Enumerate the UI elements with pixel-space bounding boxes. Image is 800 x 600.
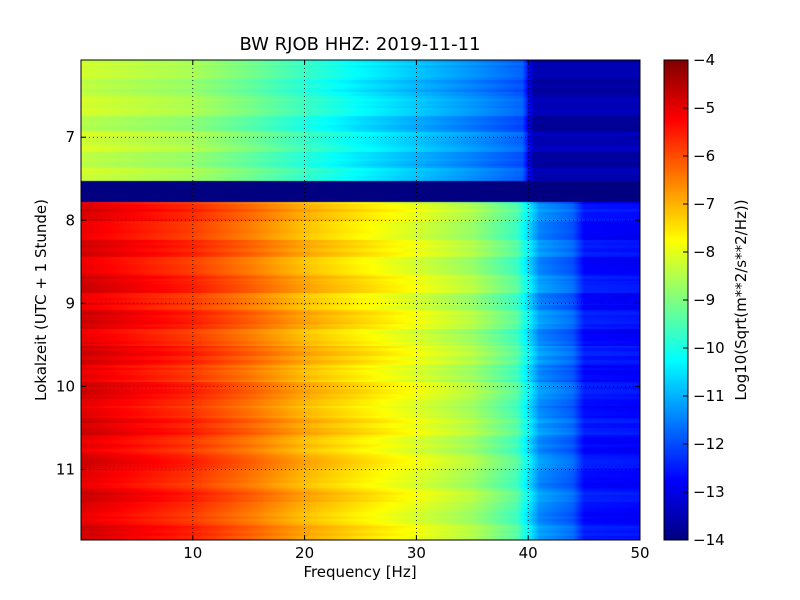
x-tick-label-4: 50 xyxy=(630,544,649,562)
colorbar-tick-label-9: −13 xyxy=(693,483,725,501)
y-axis: 7 8 9 10 11 xyxy=(56,128,640,478)
y-tick-label-4: 11 xyxy=(56,460,75,478)
x-tick-label-1: 20 xyxy=(295,544,314,562)
chart-title: BW RJOB HHZ: 2019-11-11 xyxy=(239,34,480,55)
grid-lines xyxy=(81,60,640,540)
colorbar-tick-label-7: −11 xyxy=(693,387,725,405)
plot-area xyxy=(81,60,640,540)
y-tick-label-2: 9 xyxy=(65,294,75,312)
colorbar-tick-label-0: −4 xyxy=(693,51,715,69)
x-axis-label: Frequency [Hz] xyxy=(303,563,416,581)
colorbar-label: Log10(Sqrt(m**2/s**2/Hz)) xyxy=(732,199,750,400)
x-tick-label-2: 30 xyxy=(407,544,426,562)
y-tick-label-0: 7 xyxy=(65,128,75,146)
spectrogram-heatmap xyxy=(81,60,640,540)
y-tick-label-1: 8 xyxy=(65,211,75,229)
colorbar-tick-label-1: −5 xyxy=(693,99,715,117)
x-axis: 10 20 30 40 50 xyxy=(183,60,650,562)
colorbar-tick-label-8: −12 xyxy=(693,435,725,453)
colorbar-tick-label-2: −6 xyxy=(693,147,715,165)
x-tick-label-3: 40 xyxy=(519,544,538,562)
colorbar-tick-label-4: −8 xyxy=(693,243,715,261)
y-axis-label: Lokalzeit (UTC + 1 Stunde) xyxy=(32,199,50,401)
colorbar-tick-label-3: −7 xyxy=(693,195,715,213)
colorbar-axis: −4 −5 −6 −7 −8 −9 −10 −11 −12 −13 −14 xyxy=(683,51,725,549)
colorbar-tick-label-10: −14 xyxy=(693,531,725,549)
colorbar-tick-label-5: −9 xyxy=(693,291,715,309)
colorbar-tick-label-6: −10 xyxy=(693,339,725,357)
y-tick-label-3: 10 xyxy=(56,377,75,395)
plot-frame xyxy=(80,59,641,541)
x-tick-label-0: 10 xyxy=(183,544,202,562)
